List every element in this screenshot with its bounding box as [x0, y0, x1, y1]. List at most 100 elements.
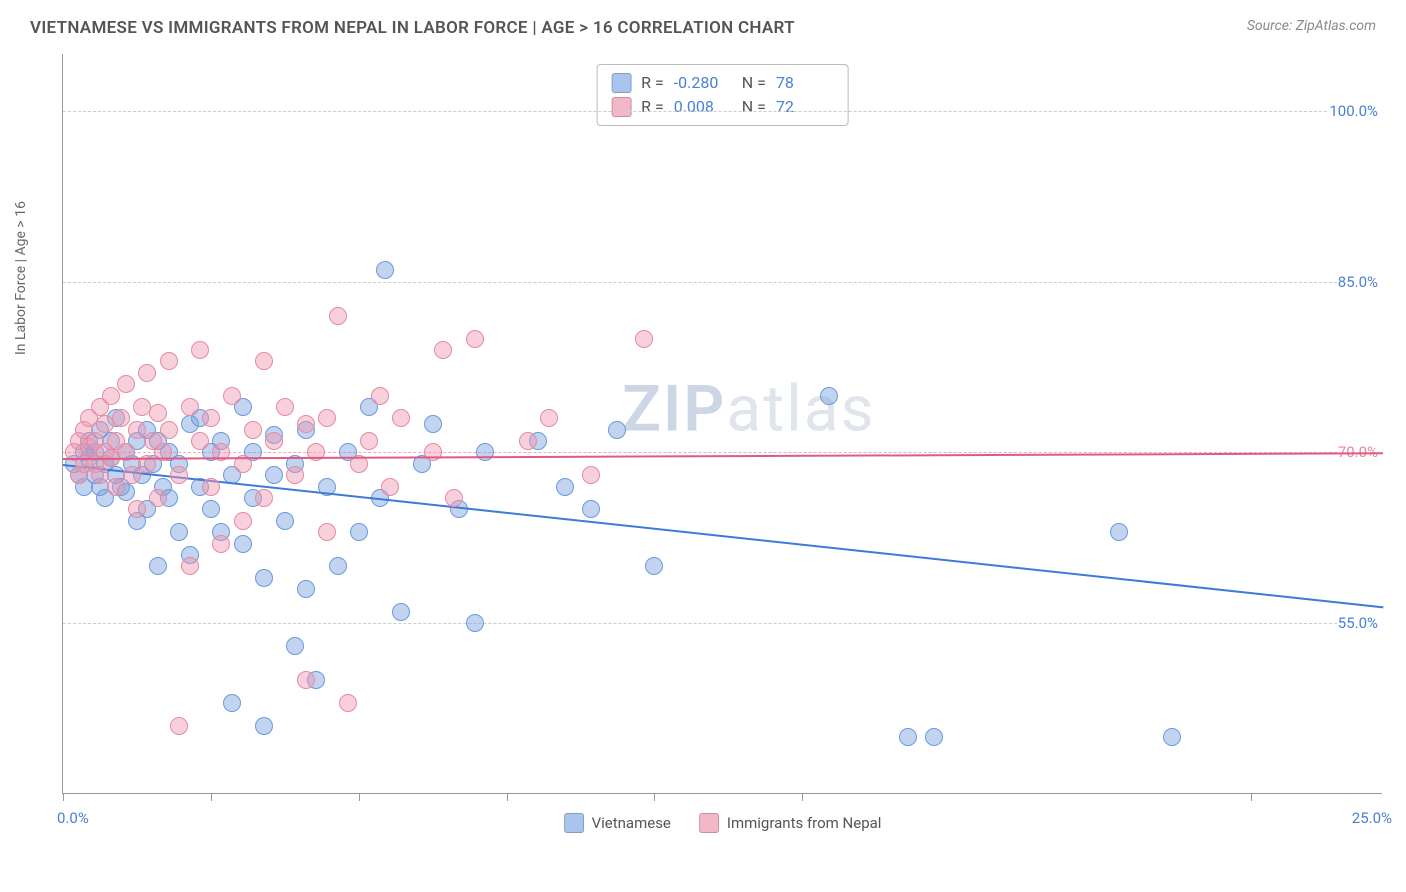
data-point-vietnamese — [645, 557, 663, 575]
data-point-nepal — [107, 478, 125, 496]
data-point-nepal — [112, 409, 130, 427]
stat-r-value-nepal: 0.008 — [674, 95, 732, 119]
data-point-nepal — [371, 387, 389, 405]
data-point-nepal — [91, 466, 109, 484]
data-point-vietnamese — [925, 728, 943, 746]
data-point-nepal — [540, 409, 558, 427]
data-point-vietnamese — [297, 580, 315, 598]
stat-r-label: R = — [641, 95, 664, 119]
x-tick — [359, 793, 360, 801]
data-point-nepal — [360, 432, 378, 450]
legend-swatch-vietnamese — [611, 73, 631, 93]
data-point-nepal — [123, 466, 141, 484]
data-point-vietnamese — [466, 614, 484, 632]
scatter-plot: ZIPatlas In Labor Force | Age > 16 0.0% … — [62, 54, 1382, 794]
chart-title: VIETNAMESE VS IMMIGRANTS FROM NEPAL IN L… — [30, 18, 795, 38]
gridline — [63, 111, 1382, 112]
data-point-nepal — [202, 478, 220, 496]
legend-item-vietnamese: Vietnamese — [564, 813, 671, 833]
data-point-vietnamese — [1110, 523, 1128, 541]
data-point-nepal — [191, 341, 209, 359]
data-point-nepal — [223, 387, 241, 405]
data-point-nepal — [276, 398, 294, 416]
data-point-nepal — [434, 341, 452, 359]
y-tick-label: 100.0% — [1329, 102, 1384, 120]
data-point-nepal — [466, 330, 484, 348]
data-point-vietnamese — [899, 728, 917, 746]
legend-swatch-nepal — [611, 97, 631, 117]
stat-n-label: N = — [742, 95, 766, 119]
data-point-vietnamese — [255, 569, 273, 587]
data-point-nepal — [128, 421, 146, 439]
data-point-nepal — [149, 489, 167, 507]
data-point-nepal — [255, 489, 273, 507]
data-point-nepal — [149, 404, 167, 422]
data-point-nepal — [138, 364, 156, 382]
data-point-vietnamese — [329, 557, 347, 575]
data-point-nepal — [339, 694, 357, 712]
legend-item-nepal: Immigrants from Nepal — [699, 813, 882, 833]
data-point-vietnamese — [149, 557, 167, 575]
x-tick — [802, 793, 803, 801]
data-point-vietnamese — [376, 261, 394, 279]
stat-n-value-vietnamese: 78 — [776, 71, 834, 95]
data-point-nepal — [191, 432, 209, 450]
data-point-vietnamese — [350, 523, 368, 541]
gridline — [63, 623, 1382, 624]
data-point-vietnamese — [265, 466, 283, 484]
data-point-vietnamese — [392, 603, 410, 621]
data-point-nepal — [160, 352, 178, 370]
data-point-vietnamese — [276, 512, 294, 530]
data-point-nepal — [318, 523, 336, 541]
data-point-nepal — [234, 512, 252, 530]
x-tick — [63, 793, 64, 801]
data-point-vietnamese — [582, 500, 600, 518]
source-attribution: Source: ZipAtlas.com — [1247, 18, 1376, 34]
x-tick — [654, 793, 655, 801]
stat-r-value-vietnamese: -0.280 — [674, 71, 732, 95]
data-point-nepal — [519, 432, 537, 450]
data-point-nepal — [170, 717, 188, 735]
x-tick — [507, 793, 508, 801]
stat-n-value-nepal: 72 — [776, 95, 834, 119]
data-point-vietnamese — [476, 443, 494, 461]
data-point-vietnamese — [234, 535, 252, 553]
data-point-nepal — [445, 489, 463, 507]
data-point-vietnamese — [820, 387, 838, 405]
y-axis-label: In Labor Force | Age > 16 — [13, 201, 29, 355]
correlation-stats-box: R = -0.280 N = 78R = 0.008 N = 72 — [596, 64, 849, 126]
data-point-vietnamese — [286, 637, 304, 655]
x-tick — [1251, 793, 1252, 801]
series-legend: Vietnamese Immigrants from Nepal — [564, 813, 882, 833]
data-point-nepal — [318, 409, 336, 427]
data-point-vietnamese — [255, 717, 273, 735]
data-point-nepal — [265, 432, 283, 450]
data-point-nepal — [297, 415, 315, 433]
x-axis-min-label: 0.0% — [57, 809, 89, 827]
y-tick-label: 85.0% — [1338, 273, 1384, 291]
data-point-nepal — [181, 398, 199, 416]
stat-r-label: R = — [641, 71, 664, 95]
stats-row-vietnamese: R =-0.280N =78 — [611, 71, 834, 95]
data-point-nepal — [582, 466, 600, 484]
data-point-nepal — [424, 443, 442, 461]
data-point-nepal — [102, 387, 120, 405]
data-point-nepal — [160, 421, 178, 439]
legend-swatch-vietnamese — [564, 813, 584, 833]
legend-swatch-nepal — [699, 813, 719, 833]
gridline — [63, 282, 1382, 283]
watermark: ZIPatlas — [622, 371, 875, 446]
x-axis-max-label: 25.0% — [1352, 809, 1392, 827]
x-tick — [211, 793, 212, 801]
data-point-vietnamese — [170, 523, 188, 541]
y-tick-label: 55.0% — [1338, 614, 1384, 632]
data-point-nepal — [286, 466, 304, 484]
data-point-nepal — [117, 375, 135, 393]
data-point-nepal — [128, 500, 146, 518]
stats-row-nepal: R = 0.008 N = 72 — [611, 95, 834, 119]
data-point-nepal — [297, 671, 315, 689]
data-point-vietnamese — [424, 415, 442, 433]
data-point-nepal — [392, 409, 410, 427]
data-point-nepal — [381, 478, 399, 496]
data-point-vietnamese — [556, 478, 574, 496]
